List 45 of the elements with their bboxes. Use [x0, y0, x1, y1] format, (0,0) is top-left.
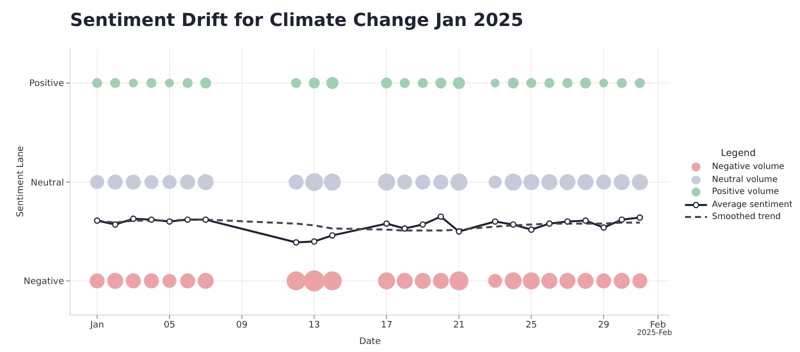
legend-label: Negative volume	[712, 162, 784, 172]
x-tick-label: 21	[453, 320, 465, 330]
x-tick-label: Jan	[89, 320, 104, 330]
legend-label: Positive volume	[712, 187, 779, 198]
x-tick-label: 25	[526, 320, 538, 330]
point	[202, 216, 209, 223]
x-tick-label: 29	[598, 320, 610, 330]
point	[492, 218, 498, 225]
x-tick-label: Feb	[650, 320, 666, 330]
point	[112, 221, 118, 228]
text: Positive	[29, 79, 64, 90]
legend-label: Neutral volume	[712, 174, 778, 185]
point	[636, 214, 644, 221]
point	[564, 218, 571, 225]
point	[600, 224, 607, 231]
point	[456, 228, 462, 235]
point	[94, 217, 100, 224]
point	[292, 239, 300, 246]
point	[329, 232, 336, 239]
legend-label: Average sentiment	[712, 200, 793, 210]
point	[184, 216, 191, 223]
legend-title: Legend	[720, 148, 757, 159]
legend-label: Smoothed trend	[712, 212, 781, 222]
chart-title: Sentiment Drift for Climate Change Jan 2025	[69, 9, 524, 33]
x-axis-title: Date	[359, 337, 382, 347]
y-axis-title: Sentiment Lane	[16, 145, 26, 218]
x-tick-label: 13	[308, 320, 320, 330]
point	[401, 225, 408, 232]
point	[546, 220, 553, 227]
point	[311, 238, 318, 245]
text: Neutral	[30, 178, 64, 188]
x-tick-label: 09	[236, 320, 248, 330]
point	[130, 216, 137, 222]
point	[420, 221, 426, 228]
point	[166, 218, 173, 225]
point	[528, 226, 535, 233]
point	[438, 213, 444, 220]
point	[148, 216, 155, 223]
point	[383, 220, 390, 227]
x-tick-label: 05	[164, 320, 176, 330]
text: Negative	[24, 277, 64, 288]
point	[582, 217, 589, 224]
point	[618, 216, 625, 223]
x-tick-label: 17	[380, 320, 392, 330]
point	[510, 221, 516, 228]
